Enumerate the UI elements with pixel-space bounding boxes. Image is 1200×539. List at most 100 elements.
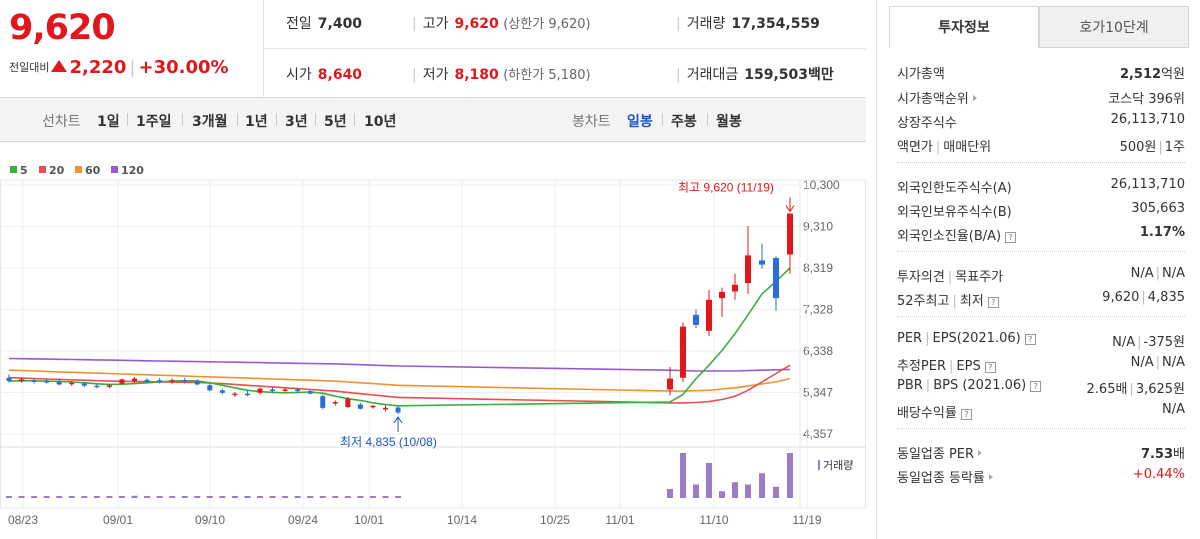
period-1w[interactable]: 1주일: [136, 114, 172, 130]
volume-bar: [332, 496, 339, 498]
chevron-right-icon[interactable]: [972, 95, 977, 101]
period-1d[interactable]: 1일: [97, 114, 120, 130]
change-row: 전일대비 2,220 | +30.00%: [9, 57, 229, 78]
tab-order-book[interactable]: 호가10단계: [1039, 6, 1189, 48]
volume-bar: [382, 496, 389, 498]
candle-body: [119, 379, 125, 384]
period-3y[interactable]: 3년: [285, 114, 308, 130]
candle-body: [383, 407, 388, 410]
x-tick-label: 08/23: [8, 513, 38, 527]
help-icon[interactable]: ?: [1030, 381, 1042, 392]
info-key: PBR | BPS (2021.06)?: [897, 378, 1042, 393]
info-value: N/A: [1162, 402, 1185, 417]
info-value: 코스닥 396위: [1108, 92, 1185, 107]
current-price: 9,620: [9, 8, 116, 48]
y-tick-label: 9,310: [803, 219, 833, 233]
candle-body: [745, 255, 751, 284]
candle-body: [773, 257, 779, 299]
max-arrow-head: [785, 205, 795, 213]
info-key: 외국인보유주식수(B): [897, 205, 1012, 220]
candle-body: [94, 385, 100, 388]
candle-body: [706, 299, 712, 331]
volume-bar: [344, 496, 351, 498]
candle-body: [787, 213, 793, 255]
volume-bar: [156, 496, 163, 498]
info-key: 동일업종 PER: [897, 443, 983, 462]
candle-daily[interactable]: 일봉: [627, 114, 653, 130]
period-toolbar: 선차트 1일 1주일 3개월 1년 3년 5년 10년 봉차트 일봉 주봉 월봉: [0, 98, 866, 142]
volume-bar: [6, 496, 12, 498]
tab-investment-info[interactable]: 투자정보: [889, 6, 1039, 48]
info-key: 외국인소진율(B/A)?: [897, 225, 1017, 244]
ma-legend-label: 120: [121, 164, 144, 177]
price-chart: 10,300 9,310 8,319 7,328 6,338 5,347 4,357 08/2…: [0, 142, 866, 539]
ma-legend-label: 5: [20, 164, 28, 177]
period-5y[interactable]: 5년: [324, 114, 347, 130]
candle-body: [194, 381, 200, 385]
info-row: 외국인보유주식수(B) 305,663: [897, 201, 1185, 221]
y-tick-label: 10,300: [803, 178, 840, 192]
section-divider: [897, 316, 1185, 317]
help-icon[interactable]: ?: [984, 362, 996, 373]
ma-legend-label: 20: [49, 164, 65, 177]
volume-bar: [131, 495, 138, 498]
candle-body: [307, 391, 313, 394]
volume-bar: [369, 496, 376, 498]
period-10y[interactable]: 10년: [364, 114, 397, 130]
info-value: 305,663: [1131, 201, 1185, 216]
candle-body: [31, 380, 37, 382]
volume-bar: [269, 496, 276, 498]
volume-bar: [787, 453, 793, 498]
candle-body: [69, 382, 75, 385]
info-row: PBR | BPS (2021.06)? 2.65배 | 3,625원: [897, 378, 1185, 398]
info-key: PER | EPS(2021.06)?: [897, 331, 1036, 346]
x-tick-label: 11/01: [605, 513, 634, 527]
volume-bar: [732, 482, 738, 498]
candle-body: [680, 326, 686, 378]
volume-bar: [118, 496, 125, 498]
change-value: 2,220: [69, 57, 127, 78]
y-tick-label: 5,347: [803, 386, 833, 400]
info-row: 동일업종 등락률 +0.44%: [897, 467, 1185, 487]
volume-bar: [745, 484, 751, 498]
line-chart-label: 선차트: [42, 114, 81, 130]
ma-legend-swatch: [10, 166, 17, 173]
info-value: N/A | -375원: [1112, 335, 1185, 350]
volume: | 거래량 17,354,559: [676, 16, 820, 32]
info-value: 26,113,710: [1110, 177, 1185, 192]
change-percent: +30.00%: [138, 57, 229, 78]
open-price: 시가 8,640: [286, 67, 363, 83]
volume-bar: [395, 496, 402, 498]
chevron-right-icon[interactable]: [978, 450, 983, 456]
period-3m[interactable]: 3개월: [192, 114, 228, 130]
period-1y[interactable]: 1년: [245, 114, 268, 130]
ma20-line: [8, 364, 791, 404]
candle-body: [395, 407, 401, 413]
candle-body: [132, 378, 137, 382]
x-tick-label: 10/14: [447, 513, 477, 527]
info-key: 액면가 | 매매단위: [897, 140, 992, 155]
info-row: PER | EPS(2021.06)? N/A | -375원: [897, 331, 1185, 351]
prev-close: 전일 7,400: [286, 16, 363, 32]
candle-monthly[interactable]: 월봉: [716, 114, 742, 130]
candle-body: [207, 385, 213, 391]
help-icon[interactable]: ?: [1005, 232, 1017, 243]
info-key: 상장주식수: [897, 116, 957, 131]
info-row: 시가총액순위 코스닥 396위: [897, 88, 1185, 108]
chevron-right-icon[interactable]: [988, 474, 993, 480]
volume-bar: [294, 496, 301, 498]
candle-body: [44, 381, 50, 383]
help-icon[interactable]: ?: [987, 297, 999, 308]
help-icon[interactable]: ?: [1024, 334, 1036, 345]
info-key: 동일업종 등락률: [897, 467, 993, 486]
y-tick-label: 4,357: [803, 427, 833, 441]
candle-body: [169, 380, 175, 382]
info-key: 배당수익률?: [897, 402, 972, 421]
volume-bar: [307, 496, 314, 498]
volume-bar: [719, 491, 725, 498]
volume-bar: [244, 496, 251, 498]
y-tick-label: 7,328: [803, 303, 833, 317]
info-value: 26,113,710: [1110, 112, 1185, 127]
candle-weekly[interactable]: 주봉: [671, 114, 697, 130]
help-icon[interactable]: ?: [960, 409, 972, 420]
